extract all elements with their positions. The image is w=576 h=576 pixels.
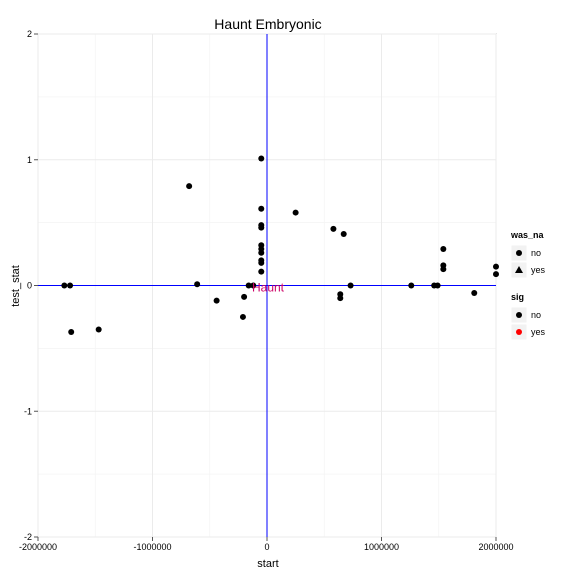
legend-circle-icon: [516, 312, 522, 318]
data-point: [258, 259, 265, 266]
data-points: [61, 155, 499, 336]
legend-label: no: [531, 310, 541, 320]
data-point: [67, 282, 74, 289]
y-tick-label: 0: [27, 281, 32, 291]
data-point: [213, 297, 220, 304]
data-point: [493, 263, 499, 270]
x-tick-label: 0: [264, 542, 269, 552]
legend-circle-icon: [516, 329, 522, 335]
data-point: [250, 282, 257, 289]
data-point: [241, 293, 248, 300]
data-point: [471, 290, 478, 297]
data-point: [347, 282, 354, 289]
data-point: [493, 271, 499, 278]
x-tick-label: 1000000: [364, 542, 399, 552]
data-point: [194, 281, 201, 288]
haunt-annotation: Haunt: [252, 281, 285, 295]
legend-title-sig: sig: [511, 292, 524, 302]
legend-triangle-icon: [515, 266, 523, 273]
data-point: [258, 155, 265, 162]
data-point: [258, 249, 265, 256]
chart-title: Haunt Embryonic: [214, 16, 321, 32]
data-point: [95, 326, 102, 333]
data-point: [61, 282, 68, 289]
y-axis-ticks: -2 -1 0 1 2: [24, 29, 38, 542]
data-point: [258, 224, 265, 231]
data-point: [68, 329, 75, 336]
reference-lines: [38, 34, 496, 537]
y-tick-label: -1: [24, 406, 32, 416]
data-point: [440, 266, 447, 273]
x-tick-label: -2000000: [19, 542, 57, 552]
legend-label: no: [531, 248, 541, 258]
data-point: [239, 313, 246, 320]
x-axis-ticks: -2000000 -1000000 0 1000000 2000000: [19, 537, 514, 552]
y-axis-title: test_stat: [10, 265, 22, 307]
data-point: [434, 282, 441, 289]
data-point: [337, 295, 344, 302]
y-tick-label: 1: [27, 155, 32, 165]
x-axis-title: start: [257, 558, 278, 570]
data-point: [292, 209, 299, 216]
data-point: [186, 183, 193, 190]
legend-label: yes: [531, 327, 546, 337]
data-point: [330, 225, 337, 232]
data-point: [440, 246, 447, 253]
legend-circle-icon: [516, 250, 522, 256]
data-point: [258, 268, 265, 275]
legend-label: yes: [531, 265, 546, 275]
x-tick-label: -1000000: [133, 542, 171, 552]
y-tick-label: -2: [24, 532, 32, 542]
legend-title-was-na: was_na: [510, 230, 545, 240]
data-point: [340, 230, 347, 237]
data-point: [408, 282, 415, 289]
data-point: [245, 282, 252, 289]
data-point: [258, 205, 265, 212]
y-tick-label: 2: [27, 29, 32, 39]
x-tick-label: 2000000: [478, 542, 513, 552]
